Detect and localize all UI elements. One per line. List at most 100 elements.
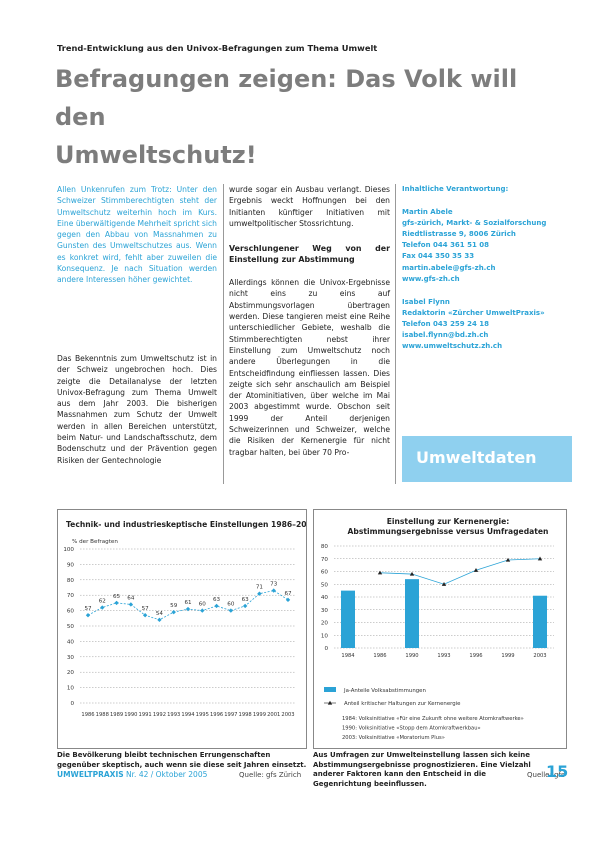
contact-heading: Inhaltliche Verantwortung:	[402, 185, 509, 193]
data-point	[100, 605, 105, 610]
umweltdaten-box: Umweltdaten	[402, 436, 572, 482]
data-label: 71	[256, 585, 264, 591]
series-line	[379, 558, 541, 585]
footer: UMWELTPRAXIS Nr. 42 / Oktober 2005	[57, 770, 207, 779]
contact-group-2: Isabel Flynn Redaktorin «Zürcher UmweltPr…	[402, 297, 572, 352]
x-tick-label: 1998	[239, 712, 252, 718]
data-label: 73	[270, 582, 278, 588]
y-tick-label: 0	[70, 701, 74, 707]
data-point	[228, 608, 234, 613]
chart-1: Technik- und industrieskeptische Einstel…	[63, 520, 317, 718]
column-divider	[395, 184, 396, 484]
y-tick-label: 40	[321, 595, 329, 601]
data-point	[157, 617, 162, 623]
contact-line: Telefon 044 361 51 08	[402, 241, 490, 250]
x-tick-label: 1993	[167, 712, 180, 718]
data-label: 63	[242, 597, 250, 603]
y-tick-label: 80	[321, 544, 329, 550]
chart-title: Einstellung zur Kernenergie:	[387, 517, 510, 526]
data-point	[214, 603, 219, 609]
chart-note: 1984: Volksinitiative «Für eine Zukunft …	[342, 716, 524, 722]
contact-line[interactable]: isabel.flynn@bd.zh.ch	[402, 331, 489, 340]
headline-line-2: Umweltschutz!	[55, 141, 257, 169]
x-tick-label: 1986	[373, 653, 386, 659]
data-point	[285, 597, 291, 603]
contact-line: gfs-zürich, Markt- & Sozialforschung	[402, 219, 547, 228]
bar	[533, 595, 547, 648]
x-tick-label: 1990	[124, 712, 137, 718]
x-tick-label: 1995	[196, 712, 209, 718]
y-tick-label: 30	[321, 608, 329, 614]
contact-line: Martin Abele	[402, 208, 453, 217]
x-tick-label: 1988	[96, 712, 109, 718]
contact-line: Fax 044 350 35 33	[402, 252, 475, 261]
contact-line[interactable]: www.gfs-zh.ch	[402, 274, 460, 283]
page-number: 15	[546, 762, 569, 781]
data-label: 57	[84, 606, 92, 612]
y-tick-label: 20	[321, 621, 329, 627]
data-label: 57	[142, 606, 150, 612]
contact-line[interactable]: www.umweltschutz.zh.ch	[402, 342, 503, 351]
y-tick-label: 60	[321, 570, 329, 576]
x-tick-label: 1997	[224, 712, 237, 718]
chart-2-source: Quelle: gfs	[527, 771, 565, 779]
x-tick-label: 1994	[181, 712, 195, 718]
x-tick-label: 1991	[139, 712, 152, 718]
chart-1-frame: Technik- und industrieskeptische Einstel…	[57, 509, 317, 749]
y-tick-label: 10	[67, 686, 75, 692]
data-point	[242, 603, 248, 609]
contact-line[interactable]: martin.abele@gfs-zh.ch	[402, 263, 496, 272]
x-tick-label: 1984	[341, 653, 355, 659]
chart-2: Einstellung zur Kernenergie:Abstimmungse…	[321, 517, 554, 741]
data-point	[171, 609, 176, 615]
data-point	[271, 588, 276, 593]
data-point	[257, 591, 262, 596]
data-point	[185, 606, 191, 612]
x-tick-label: 1996	[469, 653, 482, 659]
data-label: 62	[99, 599, 106, 605]
data-label: 65	[113, 594, 121, 600]
data-point	[200, 608, 205, 613]
legend-label: Ja-Anteile Volksabstimmungen	[343, 688, 426, 694]
data-label: 67	[284, 591, 292, 597]
x-tick-label: 2003	[533, 653, 546, 659]
x-tick-label: 2001	[267, 712, 280, 718]
column-2: wurde sogar ein Ausbau verlangt. Dieses …	[229, 184, 390, 458]
chart-1-source: Quelle: gfs Zürich	[239, 771, 302, 779]
bar	[341, 590, 355, 648]
data-point	[537, 556, 543, 561]
y-tick-label: 70	[67, 593, 75, 599]
contact-line: Telefon 043 259 24 18	[402, 319, 490, 328]
data-point	[128, 602, 134, 607]
data-label: 60	[199, 602, 207, 608]
y-tick-label: 20	[67, 670, 75, 676]
chart-note: 2003: Volksinitiative «Moratorium Plus»	[342, 735, 445, 741]
data-point	[85, 613, 91, 618]
x-tick-label: 1989	[110, 712, 123, 718]
subheading: Verschlungener Weg von der Einstellung z…	[229, 244, 390, 265]
chart-2-caption: Aus Umfragen zur Umwelteinstellung lasse…	[313, 751, 531, 788]
data-label: 61	[184, 600, 192, 606]
data-point	[441, 582, 447, 586]
chart-note: 1990: Volksinitiative «Stopp dem Atomkra…	[342, 726, 481, 732]
y-tick-label: 50	[67, 624, 75, 630]
kicker: Trend-Entwicklung aus den Univox-Befragu…	[57, 43, 378, 53]
data-label: 54	[156, 611, 164, 617]
body-paragraph-3: Allerdings können die Univox-Ergebnisse …	[229, 278, 390, 457]
x-tick-label: 2003	[281, 712, 294, 718]
chart-subtitle: Abstimmungsergebnisse versus Umfragedate…	[348, 527, 549, 536]
contact-line: Redaktorin «Zürcher UmweltPraxis»	[402, 308, 545, 317]
y-tick-label: 60	[67, 609, 75, 615]
y-tick-label: 30	[67, 655, 75, 661]
legend-label: Anteil kritischer Haltungen zur Kernener…	[344, 701, 461, 707]
y-tick-label: 70	[321, 557, 329, 563]
lead-paragraph: Allen Unkenrufen zum Trotz: Unter den Sc…	[57, 185, 217, 285]
y-tick-label: 50	[321, 582, 329, 588]
x-tick-label: 1986	[81, 712, 94, 718]
y-tick-label: 80	[67, 578, 75, 584]
data-point	[409, 571, 415, 576]
x-tick-label: 1999	[501, 653, 514, 659]
x-tick-label: 1993	[437, 653, 450, 659]
chart-2-frame: Einstellung zur Kernenergie: Abstimmungse…	[313, 509, 567, 749]
headline-line-1: Befragungen zeigen: Das Volk will den	[55, 65, 518, 131]
